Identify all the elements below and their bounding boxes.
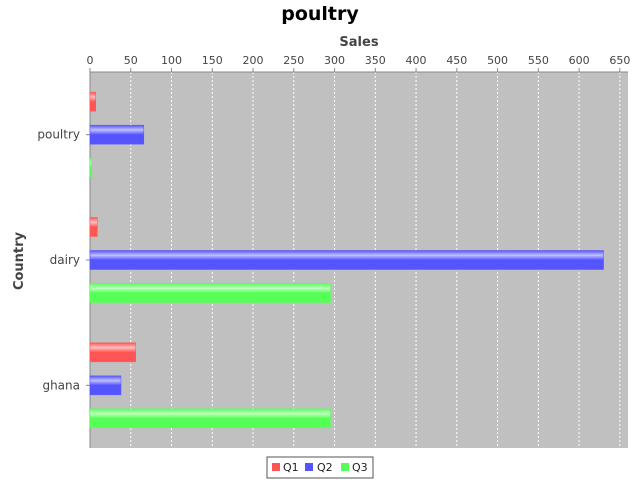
legend-swatch-q2 [305, 463, 313, 471]
legend-box [266, 456, 374, 479]
bar-ghana-q2 [89, 375, 122, 396]
legend: Q1 Q2 Q3 [266, 456, 374, 479]
bar-dairy-q1 [89, 217, 98, 237]
x-tick-label: 250 [283, 54, 304, 67]
bar-dairy-q3 [89, 283, 331, 303]
category-label-ghana: ghana [42, 378, 80, 392]
x-tick-label: 50 [124, 54, 138, 67]
bar-poultry-q2 [89, 124, 145, 145]
x-tick-label: 550 [528, 54, 549, 67]
chart-title: poultry [281, 3, 359, 25]
y-axis-label: Country [12, 231, 27, 290]
legend-label-q2: Q2 [317, 461, 333, 474]
legend-swatch-q3 [341, 463, 349, 471]
x-tick-label: 350 [365, 54, 386, 67]
category-labels: poultry dairy ghana [37, 128, 90, 392]
x-ticks: 0 50 100 150 200 250 300 350 400 450 500 550 600 650 [87, 54, 630, 72]
bar-poultry-q3 [89, 157, 92, 178]
x-tick-label: 150 [202, 54, 223, 67]
legend-label-q1: Q1 [283, 461, 299, 474]
bars [89, 91, 604, 429]
category-label-dairy: dairy [50, 253, 80, 267]
bar-poultry-q1 [89, 91, 96, 112]
bar-dairy-q2 [89, 250, 604, 270]
x-tick-label: 100 [161, 54, 182, 67]
x-tick-label: 450 [446, 54, 467, 67]
x-tick-label: 400 [406, 54, 427, 67]
x-axis-label: Sales [339, 35, 378, 50]
legend-label-q3: Q3 [352, 461, 368, 474]
bar-ghana-q3 [89, 408, 331, 429]
x-tick-label: 300 [324, 54, 345, 67]
x-tick-label: 650 [609, 54, 630, 67]
x-tick-label: 500 [487, 54, 508, 67]
bar-ghana-q1 [89, 342, 136, 363]
category-label-poultry: poultry [37, 128, 80, 142]
x-tick-label: 600 [569, 54, 590, 67]
x-tick-label: 200 [243, 54, 264, 67]
x-tick-label: 0 [87, 54, 94, 67]
legend-swatch-q1 [272, 463, 280, 471]
